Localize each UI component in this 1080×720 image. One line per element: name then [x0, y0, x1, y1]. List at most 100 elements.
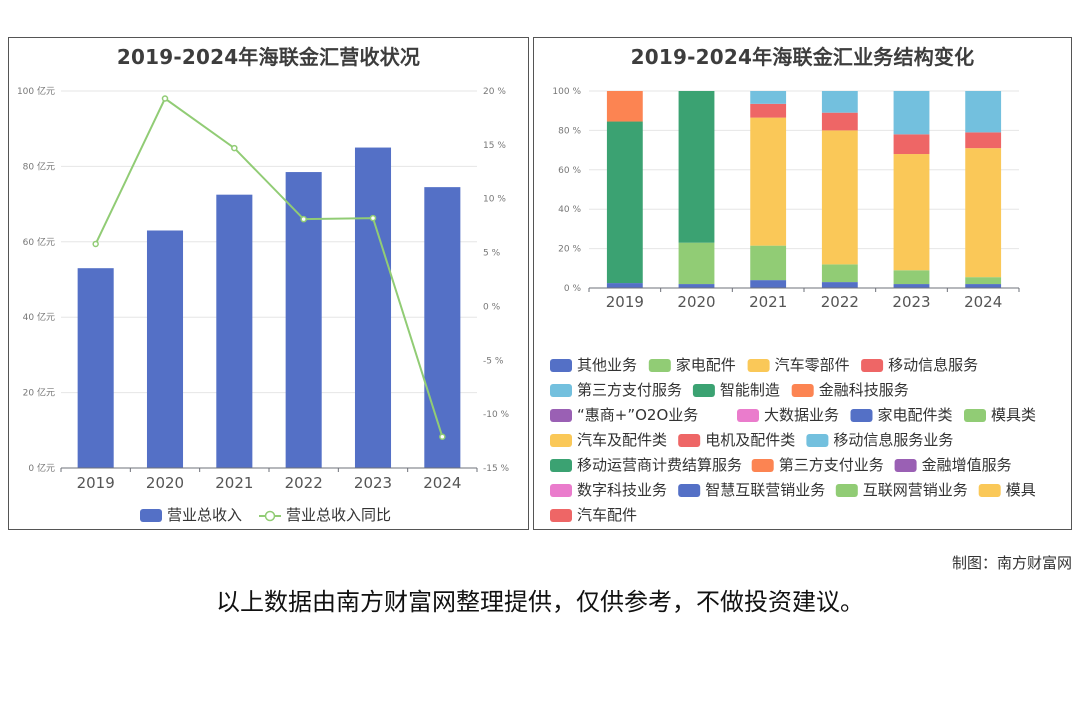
revenue-bar[interactable] — [216, 195, 252, 468]
legend-swatch[interactable] — [678, 484, 700, 497]
stack-segment[interactable] — [894, 284, 930, 288]
legend-label[interactable]: 大数据业务 — [764, 406, 839, 424]
legend-swatch[interactable] — [649, 359, 671, 372]
legend-label[interactable]: 汽车配件 — [577, 506, 637, 524]
legend-swatch[interactable] — [748, 359, 770, 372]
stack-segment[interactable] — [607, 91, 643, 122]
stack-segment[interactable] — [679, 243, 715, 284]
legend-swatch[interactable] — [964, 409, 986, 422]
legend-swatch[interactable] — [792, 384, 814, 397]
legend-label[interactable]: 金融增值服务 — [922, 456, 1012, 474]
legend-label[interactable]: 汽车零部件 — [775, 356, 850, 374]
stack-segment[interactable] — [965, 284, 1001, 288]
stack-segment[interactable] — [750, 246, 786, 280]
y-left-tick-label: 0 亿元 — [28, 462, 55, 474]
y-right-tick-label: 10 % — [483, 195, 506, 205]
legend-label[interactable]: “惠商+”O2O业务 — [577, 406, 698, 424]
stack-segment[interactable] — [822, 282, 858, 288]
legend-label[interactable]: 智能制造 — [720, 381, 780, 399]
growth-point[interactable] — [371, 216, 376, 221]
credit-text: 制图：南方财富网 — [952, 552, 1072, 573]
y-tick-label: 100 % — [552, 87, 581, 97]
stack-segment[interactable] — [822, 91, 858, 113]
stack-segment[interactable] — [679, 91, 715, 243]
stack-segment[interactable] — [679, 284, 715, 288]
stack-segment[interactable] — [607, 122, 643, 284]
legend-label[interactable]: 其他业务 — [577, 356, 637, 374]
legend-label[interactable]: 金融科技服务 — [819, 381, 909, 399]
legend-label[interactable]: 电机及配件类 — [705, 431, 795, 449]
revenue-bar[interactable] — [78, 268, 114, 468]
legend-swatch[interactable] — [836, 484, 858, 497]
legend-label[interactable]: 移动信息服务 — [888, 356, 978, 374]
x-tick-label: 2019 — [606, 293, 644, 311]
legend-swatch[interactable] — [895, 459, 917, 472]
legend-swatch[interactable] — [737, 409, 759, 422]
revenue-bar[interactable] — [355, 148, 391, 468]
legend-label[interactable]: 第三方支付业务 — [779, 456, 884, 474]
y-right-tick-label: 0 % — [483, 302, 501, 312]
legend-label[interactable]: 家电配件类 — [878, 406, 953, 424]
y-left-tick-label: 100 亿元 — [17, 85, 55, 97]
y-tick-label: 20 % — [558, 245, 581, 255]
stack-segment[interactable] — [965, 148, 1001, 277]
stack-segment[interactable] — [894, 154, 930, 270]
stack-segment[interactable] — [894, 134, 930, 154]
legend-swatch[interactable] — [550, 434, 572, 447]
legend-label[interactable]: 智慧互联营销业务 — [705, 481, 825, 499]
stack-segment[interactable] — [894, 270, 930, 284]
disclaimer-text: 以上数据由南方财富网整理提供，仅供参考，不做投资建议。 — [0, 582, 1080, 617]
stack-segment[interactable] — [822, 264, 858, 282]
x-tick-label: 2022 — [821, 293, 859, 311]
legend-swatch[interactable] — [550, 459, 572, 472]
legend-swatch-revenue[interactable] — [140, 509, 162, 522]
legend-swatch[interactable] — [979, 484, 1001, 497]
stack-segment[interactable] — [965, 277, 1001, 284]
growth-point[interactable] — [232, 146, 237, 151]
legend-label[interactable]: 移动运营商计费结算服务 — [577, 456, 742, 474]
legend-swatch[interactable] — [752, 459, 774, 472]
stack-segment[interactable] — [750, 118, 786, 246]
legend-label[interactable]: 家电配件 — [676, 356, 736, 374]
stack-segment[interactable] — [750, 104, 786, 118]
stack-segment[interactable] — [894, 91, 930, 134]
y-left-tick-label: 60 亿元 — [23, 236, 55, 248]
growth-point[interactable] — [301, 217, 306, 222]
stack-segment[interactable] — [965, 91, 1001, 132]
legend-label-revenue[interactable]: 营业总收入 — [167, 506, 242, 524]
legend-label[interactable]: 模具 — [1006, 481, 1036, 499]
legend-label[interactable]: 模具类 — [991, 406, 1036, 424]
y-right-tick-label: 20 % — [483, 87, 506, 97]
legend-swatch[interactable] — [550, 509, 572, 522]
x-tick-label: 2021 — [749, 293, 787, 311]
growth-point[interactable] — [163, 96, 168, 101]
legend-swatch[interactable] — [550, 484, 572, 497]
legend-swatch[interactable] — [851, 409, 873, 422]
stack-segment[interactable] — [822, 130, 858, 264]
legend-swatch[interactable] — [861, 359, 883, 372]
legend-label[interactable]: 第三方支付服务 — [577, 381, 682, 399]
revenue-bar[interactable] — [147, 230, 183, 468]
stack-segment[interactable] — [822, 113, 858, 131]
legend-swatch[interactable] — [550, 384, 572, 397]
stack-segment[interactable] — [965, 132, 1001, 148]
legend-label[interactable]: 移动信息服务业务 — [833, 431, 953, 449]
growth-point[interactable] — [93, 241, 98, 246]
legend-swatch[interactable] — [678, 434, 700, 447]
stack-segment[interactable] — [750, 91, 786, 104]
growth-point[interactable] — [440, 434, 445, 439]
legend-swatch[interactable] — [693, 384, 715, 397]
legend-swatch[interactable] — [550, 409, 572, 422]
structure-chart-panel: 2019-2024年海联金汇业务结构变化 0 % 20 % 40 % 60 % 80 %… — [533, 37, 1072, 530]
revenue-bar[interactable] — [424, 187, 460, 468]
stack-segment[interactable] — [750, 280, 786, 288]
legend-label[interactable]: 数字科技业务 — [577, 481, 667, 499]
legend-swatch[interactable] — [550, 359, 572, 372]
stack-segment[interactable] — [607, 283, 643, 288]
x-tick-label: 2023 — [354, 474, 392, 492]
y-right-tick-label: -5 % — [483, 356, 504, 366]
legend-label[interactable]: 互联网营销业务 — [863, 481, 968, 499]
legend-label-growth[interactable]: 营业总收入同比 — [286, 506, 391, 524]
legend-label[interactable]: 汽车及配件类 — [577, 431, 667, 449]
legend-swatch[interactable] — [806, 434, 828, 447]
